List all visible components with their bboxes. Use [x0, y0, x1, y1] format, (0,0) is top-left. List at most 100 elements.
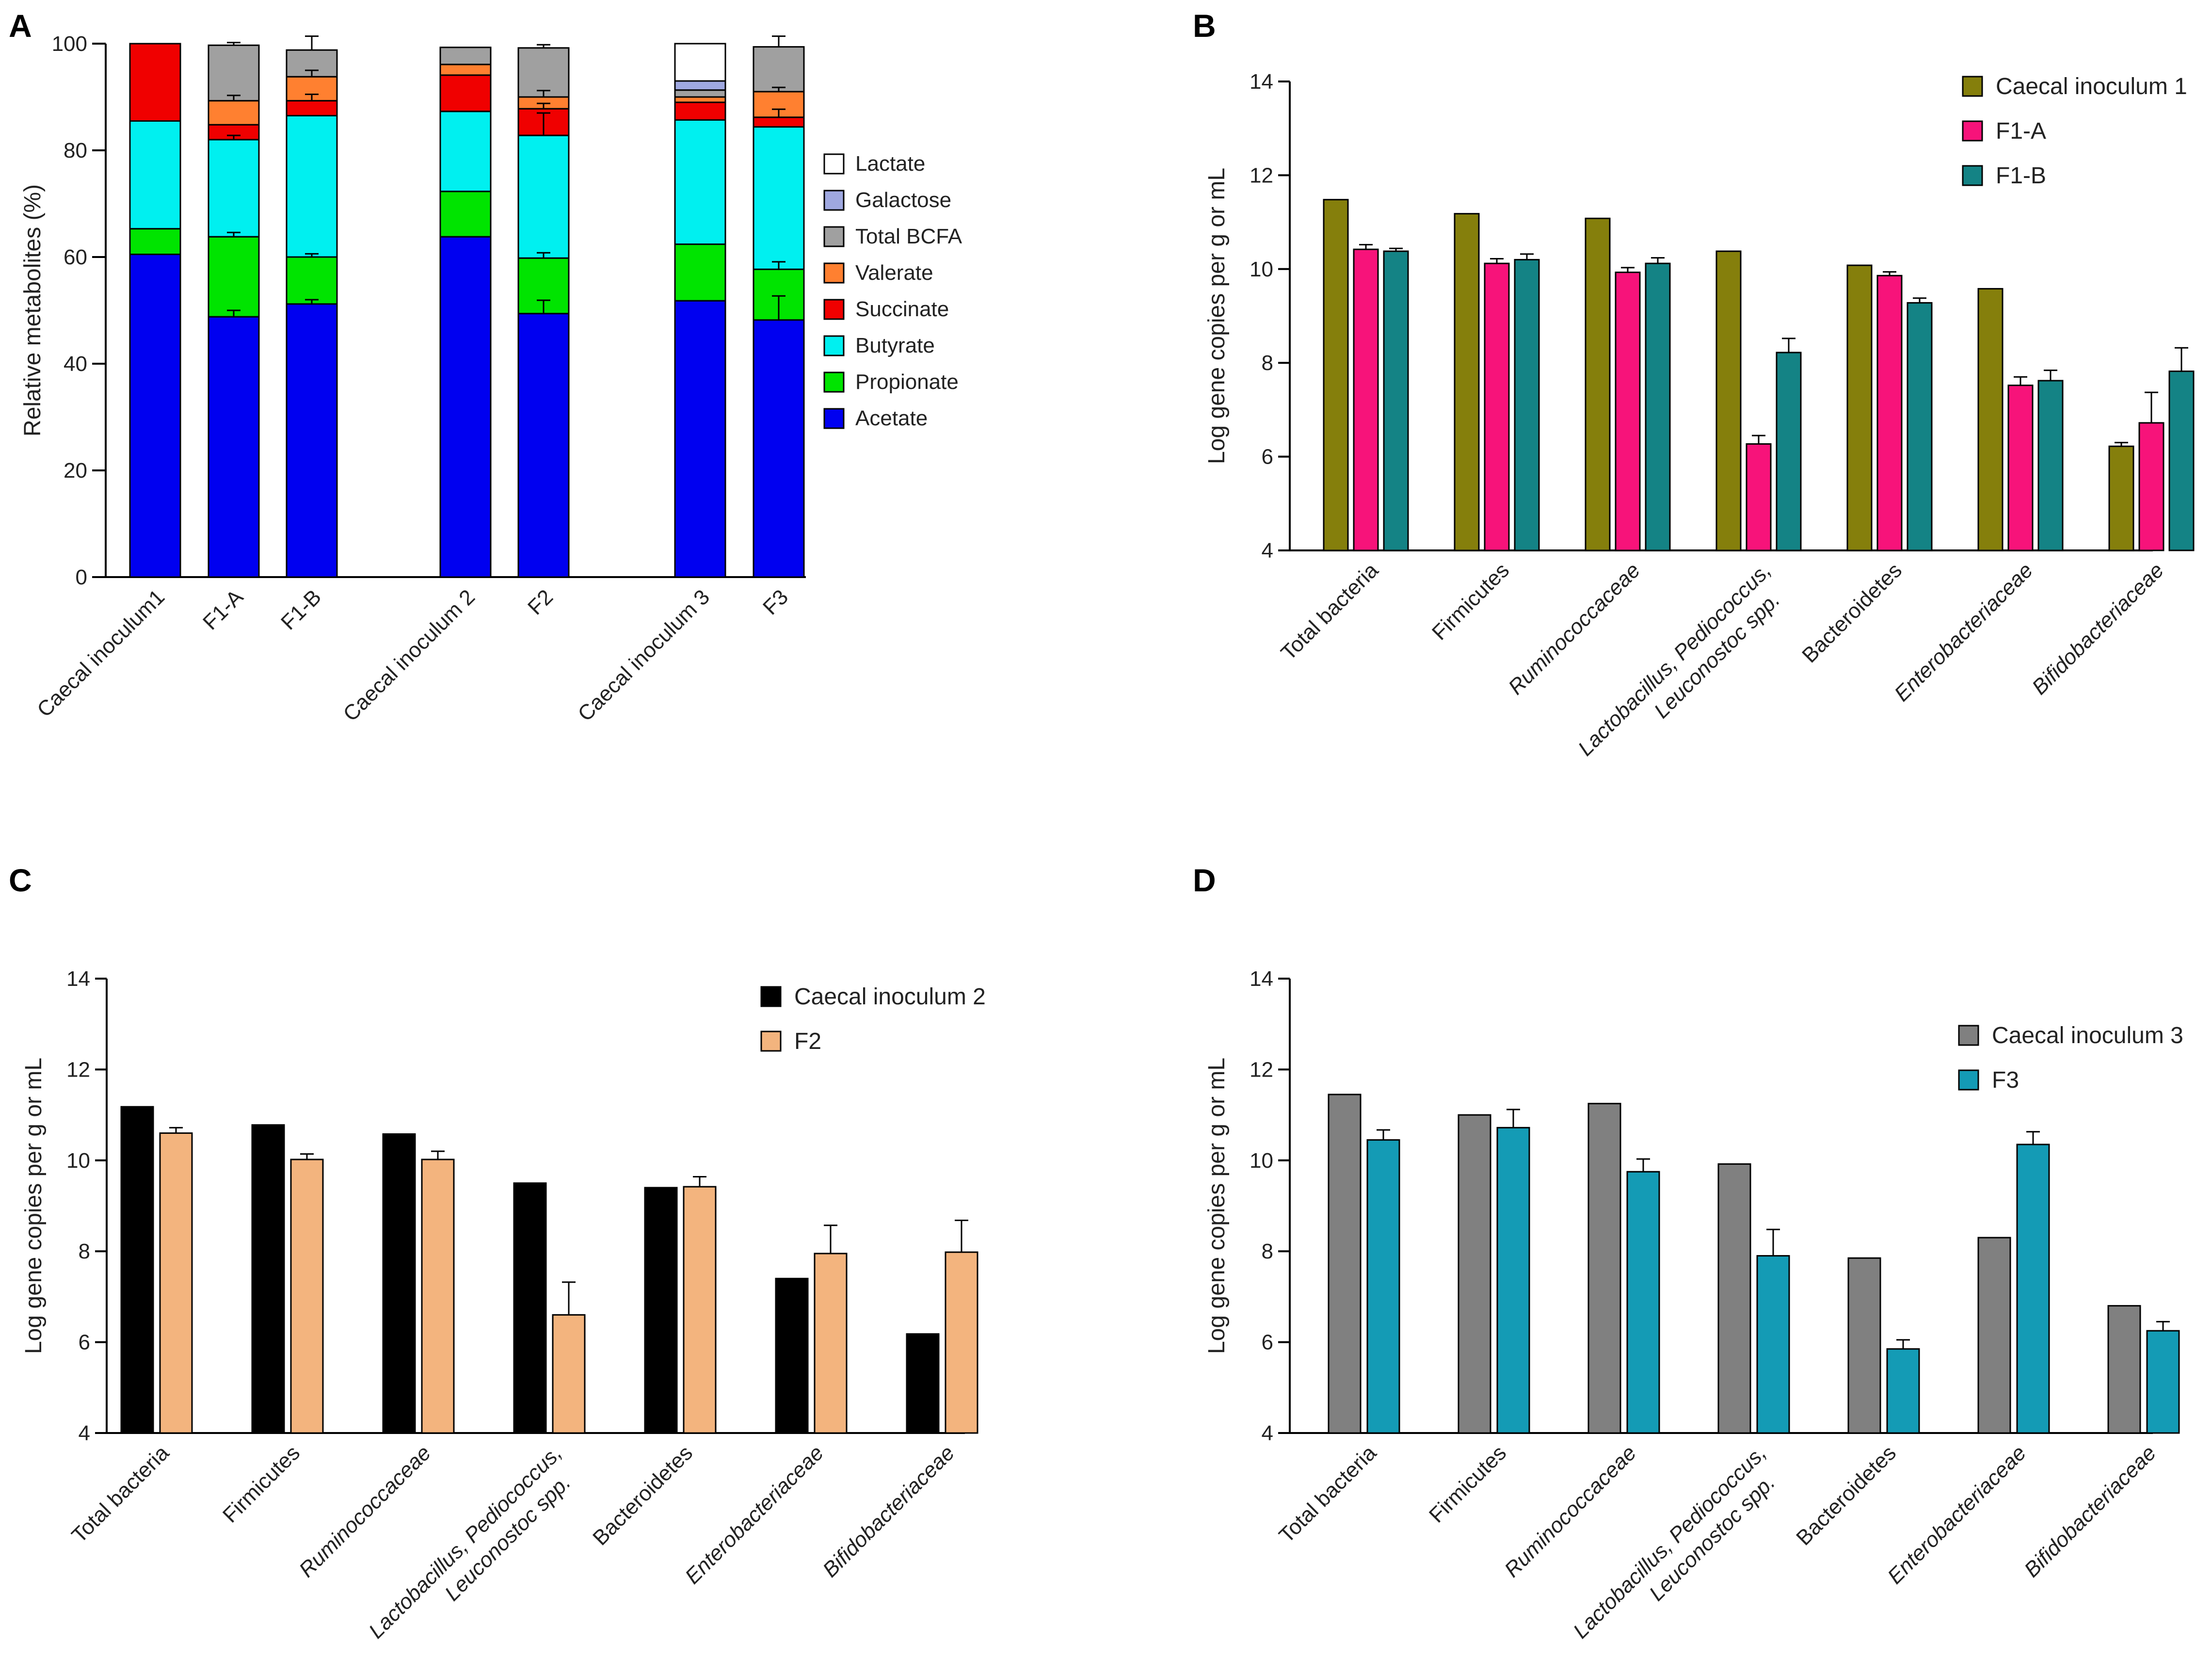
legend-label-galactose: Galactose — [855, 188, 951, 212]
bar-segment-succinate — [753, 116, 805, 128]
bar-segment-acetate — [753, 319, 805, 578]
x-category-label: Bifidobacteriaceae — [818, 1441, 959, 1582]
y-tick-label: 14 — [66, 967, 90, 991]
bar-f1-b — [1383, 250, 1409, 551]
x-category-label-line: Enterobacteriaceae — [1890, 558, 2037, 706]
x-category-label: Bacteroidetes — [588, 1441, 697, 1550]
x-category-label: F1-B — [276, 585, 326, 634]
bar-segment-succinate — [674, 101, 726, 121]
bar-segment-valerate — [674, 96, 726, 103]
bar-f1-a — [1484, 262, 1510, 551]
legend-swatch-caecal-inoculum-3 — [1958, 1025, 1979, 1046]
y-tick-label: 20 — [64, 459, 87, 483]
x-category-label: Bifidobacteriaceae — [2020, 1441, 2161, 1582]
bar-segment-propionate — [439, 191, 492, 238]
x-category-label-line: Bifidobacteriaceae — [2027, 558, 2168, 699]
bar-segment-total-bcfa — [753, 46, 805, 93]
bar-segment-butyrate — [674, 119, 726, 245]
y-tick-label: 4 — [1262, 539, 1273, 563]
y-tick-label: 14 — [1250, 70, 1273, 94]
y-tick-label: 80 — [64, 139, 87, 162]
x-category-label: Caecal inoculum 3 — [573, 585, 714, 726]
bar-f3 — [1756, 1255, 1790, 1434]
x-category-label: Bacteroidetes — [1792, 1441, 1901, 1550]
bar-caecal-inoculum-2 — [513, 1182, 547, 1434]
legend-label-caecal-inoculum-1: Caecal inoculum 1 — [1996, 74, 2187, 99]
bar-segment-acetate — [517, 313, 570, 578]
y-tick-label: 6 — [1262, 1331, 1273, 1354]
legend-swatch-lactate — [823, 153, 845, 175]
bar-segment-valerate — [208, 100, 260, 126]
bar-f1-b — [1907, 302, 1933, 551]
legend-swatch-galactose — [823, 190, 845, 211]
x-category-label: F3 — [758, 585, 793, 619]
bar-f1-a — [2007, 385, 2034, 551]
x-category-label: Bifidobacteriaceae — [2027, 558, 2168, 699]
legend-swatch-f1-b — [1962, 165, 1983, 186]
x-category-label: Caecal inoculum 2 — [338, 585, 480, 726]
bar-segment-propionate — [286, 256, 338, 305]
bar-caecal-inoculum-1 — [1715, 250, 1742, 551]
bar-segment-butyrate — [208, 139, 260, 238]
legend-swatch-caecal-inoculum-2 — [760, 986, 782, 1007]
bar-f2 — [552, 1314, 586, 1434]
bar-segment-galactose — [674, 80, 726, 91]
bar-caecal-inoculum-1 — [2108, 445, 2134, 551]
legend-label-succinate: Succinate — [855, 297, 949, 321]
bar-segment-propionate — [208, 236, 260, 318]
y-tick-label: 10 — [1250, 1149, 1273, 1173]
bar-segment-succinate — [439, 74, 492, 113]
x-category-label: Enterobacteriaceae — [1883, 1441, 2031, 1588]
legend-label-acetate: Acetate — [855, 406, 928, 430]
y-tick-label: 40 — [64, 352, 87, 376]
bar-segment-total-bcfa — [208, 44, 260, 102]
bar-segment-lactate — [674, 43, 726, 82]
x-category-label-line: Total bacteria — [1274, 1441, 1381, 1547]
bar-caecal-inoculum-3 — [1328, 1094, 1362, 1434]
panel-b-bar-chart: 4 6 8 10 12 14 Log gene copies per g or mL Tota… — [1204, 70, 2195, 760]
bar-f1-a — [1615, 272, 1641, 551]
y-tick-label: 12 — [66, 1058, 90, 1081]
x-category-label: Enterobacteriaceae — [1890, 558, 2037, 706]
y-tick-label: 12 — [1250, 163, 1273, 187]
legend-label-valerate: Valerate — [855, 261, 933, 285]
x-category-label-line: Enterobacteriaceae — [681, 1441, 828, 1588]
bar-segment-butyrate — [129, 120, 181, 230]
y-tick-label: 60 — [64, 245, 87, 269]
bar-segment-total-bcfa — [517, 47, 570, 98]
x-category-label-line: Bacteroidetes — [1797, 558, 1907, 667]
x-category-label-line: Firmicutes — [218, 1441, 305, 1527]
bar-segment-butyrate — [753, 126, 805, 270]
x-category-label-line: Enterobacteriaceae — [1883, 1441, 2031, 1588]
bar-caecal-inoculum-2 — [382, 1133, 416, 1434]
bar-segment-acetate — [439, 236, 492, 578]
legend-swatch-butyrate — [823, 335, 845, 356]
bar-caecal-inoculum-2 — [644, 1187, 678, 1434]
bar-segment-total-bcfa — [674, 89, 726, 98]
bar-segment-acetate — [286, 303, 338, 578]
panel-c-bar-chart: 4 6 8 10 12 14 Log gene copies per g or mL Tota… — [21, 967, 986, 1643]
panel-d-bar-chart: 4 6 8 10 12 14 Log gene copies per g or mL Tota… — [1204, 967, 2183, 1643]
panel-letter-b: B — [1193, 8, 1216, 44]
x-category-label: Firmicutes — [1427, 558, 1514, 644]
x-category-label: Bacteroidetes — [1797, 558, 1907, 667]
bar-caecal-inoculum-1 — [1323, 199, 1349, 551]
x-category-label-line: Bacteroidetes — [1792, 1441, 1901, 1550]
bar-f1-b — [1776, 352, 1802, 551]
panel-letter-a: A — [9, 8, 32, 44]
legend-label-total-bcfa: Total BCFA — [855, 225, 962, 248]
bar-caecal-inoculum-2 — [120, 1106, 154, 1434]
bar-f2 — [945, 1251, 978, 1434]
x-category-label: Enterobacteriaceae — [681, 1441, 828, 1588]
bar-f1-b — [1645, 262, 1671, 551]
bar-segment-succinate — [129, 43, 181, 122]
bar-f2 — [814, 1253, 848, 1434]
bar-caecal-inoculum-3 — [1587, 1103, 1621, 1434]
bar-caecal-inoculum-2 — [775, 1277, 809, 1434]
x-category-label-line: Total bacteria — [67, 1441, 174, 1547]
bar-f2 — [421, 1159, 455, 1434]
y-tick-label: 4 — [1262, 1421, 1273, 1445]
bar-f1-b — [2037, 380, 2064, 551]
x-category-label-line: Ruminococcaceae — [1500, 1441, 1641, 1582]
bar-segment-butyrate — [517, 134, 570, 259]
